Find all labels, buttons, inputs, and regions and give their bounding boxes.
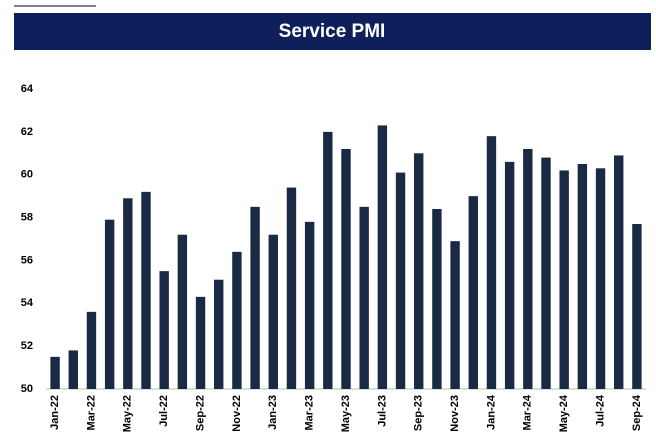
x-tick-label: Nov-23 [449,395,461,432]
bar [577,164,588,389]
x-tick-label: May-23 [340,395,352,432]
y-tick-label: 58 [21,211,33,223]
bar [432,209,442,389]
x-tick-label: Jul-22 [158,395,170,427]
y-tick-label: 52 [21,340,33,352]
bar [68,350,78,389]
x-tick-label: Mar-24 [522,394,534,430]
bar [486,136,497,389]
bar [523,149,533,389]
bar [395,172,406,389]
bar [250,206,260,389]
bar [50,356,60,389]
bar [268,234,278,389]
bar [304,221,315,389]
title-banner [14,13,651,50]
x-tick-label: Sep-23 [413,395,425,431]
bar [377,125,388,389]
y-tick-label: 62 [21,126,33,138]
bar [468,196,478,389]
x-tick-label: Jan-24 [485,394,497,430]
y-tick-label: 60 [21,169,33,181]
chart-title: Service PMI [279,21,386,42]
bar [359,206,369,389]
bar [414,153,424,389]
bar [286,187,297,389]
bar [104,219,115,389]
bar [86,311,97,389]
y-tick-label: 56 [21,254,33,266]
bar [632,224,642,389]
bar [541,157,551,389]
bar [595,168,606,389]
bar [123,198,133,389]
bar [177,234,188,389]
x-tick-label: May-22 [122,395,134,432]
bar [232,251,242,389]
x-tick-label: May-24 [558,394,570,432]
bar [195,296,206,389]
x-tick-label: Jan-23 [267,395,279,430]
x-tick-label: Sep-24 [631,394,643,431]
y-tick-label: 50 [21,383,33,395]
x-tick-label: Jan-22 [49,395,61,430]
bar [159,271,169,389]
x-tick-label: Mar-22 [85,395,97,430]
y-tick-label: 54 [21,297,34,309]
x-tick-label: Nov-22 [231,395,243,432]
bar [323,131,333,389]
bar [504,161,515,389]
x-tick-label: Jul-24 [594,394,606,427]
bar [141,191,151,389]
bar [559,170,569,389]
bar [450,241,460,389]
bar [341,149,351,389]
bar [614,155,624,389]
bar [214,279,224,389]
x-tick-label: Mar-23 [304,395,316,430]
y-tick-label: 64 [21,83,34,95]
x-tick-label: Jul-23 [376,395,388,427]
x-tick-label: Sep-22 [194,395,206,431]
